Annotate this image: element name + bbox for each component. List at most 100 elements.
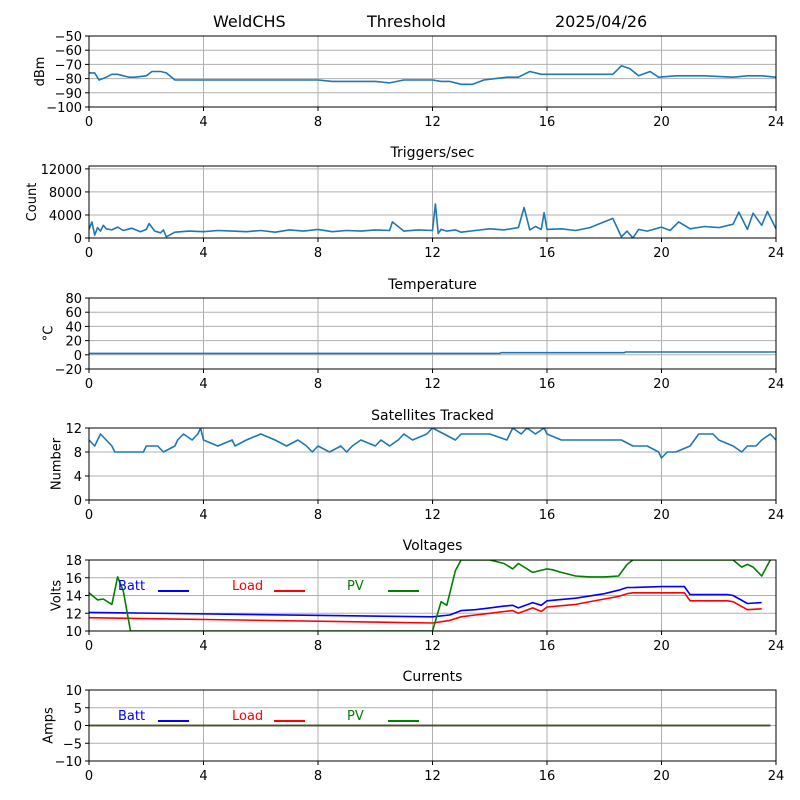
y-axis-label: Number xyxy=(50,437,65,490)
y-tick-label: −70 xyxy=(55,58,82,73)
y-tick-label: 14 xyxy=(65,590,82,605)
x-tick-label: 16 xyxy=(539,377,556,392)
x-tick-label: 24 xyxy=(768,377,785,392)
x-tick-label: 0 xyxy=(85,115,93,130)
x-tick-label: 4 xyxy=(199,115,207,130)
panel-title: Satellites Tracked xyxy=(371,408,494,424)
x-tick-label: 8 xyxy=(314,115,322,130)
panel-1: 0 4 8 12 16 20 24 0 4000 8000 12000 Triggers/sec Cou… xyxy=(25,145,784,261)
x-tick-label: 0 xyxy=(85,246,93,261)
y-tick-label: 5 xyxy=(74,702,82,717)
series-line-0 xyxy=(89,351,776,355)
x-tick-label: 4 xyxy=(199,769,207,784)
x-tick-label: 16 xyxy=(539,769,556,784)
series-line-pv xyxy=(89,560,772,631)
series-line-0 xyxy=(89,65,776,86)
x-tick-label: 20 xyxy=(653,639,670,654)
legend-label-batt: Batt xyxy=(118,709,145,724)
panel-0: 0 4 8 12 16 20 24 −100−90−80−70−60−50 dBm xyxy=(33,30,784,130)
series-line-0 xyxy=(89,203,776,238)
x-tick-label: 8 xyxy=(314,508,322,523)
legend-label-load: Load xyxy=(232,579,263,594)
x-tick-label: 0 xyxy=(85,769,93,784)
y-tick-label: 40 xyxy=(65,320,82,335)
series-line-0 xyxy=(89,428,776,459)
x-tick-label: 12 xyxy=(424,377,441,392)
panel-5: 0 4 8 12 16 20 24 −10 −5 0 5 10 Currents Amps Batt Load… xyxy=(41,669,784,784)
panel-title: Temperature xyxy=(387,277,477,293)
y-tick-label: 4000 xyxy=(49,209,82,224)
y-tick-label: 0 xyxy=(74,349,82,364)
y-tick-label: −80 xyxy=(55,73,82,88)
y-axis-label: °C xyxy=(41,326,56,342)
y-tick-label: 80 xyxy=(65,292,82,307)
x-tick-label: 24 xyxy=(768,115,785,130)
header-date: 2025/04/26 xyxy=(555,12,647,31)
y-axis-label: Volts xyxy=(50,580,65,612)
y-tick-label: −60 xyxy=(55,44,82,59)
panel-3: 0 4 8 12 16 20 24 0 4 8 12 Satellites Tracked Number xyxy=(50,408,785,523)
x-tick-label: 20 xyxy=(653,377,670,392)
y-tick-label: 4 xyxy=(74,470,82,485)
x-tick-label: 4 xyxy=(199,377,207,392)
x-tick-label: 12 xyxy=(424,115,441,130)
x-tick-label: 8 xyxy=(314,769,322,784)
x-tick-label: 0 xyxy=(85,508,93,523)
panel-4: 0 4 8 12 16 20 24 10 12 14 16 18 Voltages Volts Batt Lo… xyxy=(50,538,785,654)
header-mode: Threshold xyxy=(366,12,446,31)
x-tick-label: 4 xyxy=(199,639,207,654)
x-tick-label: 12 xyxy=(424,508,441,523)
legend-label-pv: PV xyxy=(347,709,364,724)
y-tick-label: 20 xyxy=(65,335,82,350)
x-tick-label: 4 xyxy=(199,508,207,523)
y-axis-label: dBm xyxy=(33,57,48,87)
y-tick-label: −90 xyxy=(55,87,82,102)
y-tick-label: −50 xyxy=(55,30,82,45)
panel-title: Voltages xyxy=(403,538,463,554)
x-tick-label: 24 xyxy=(768,769,785,784)
y-tick-label: −20 xyxy=(55,363,82,378)
y-tick-label: 8 xyxy=(74,446,82,461)
x-tick-label: 8 xyxy=(314,377,322,392)
x-tick-label: 20 xyxy=(653,508,670,523)
y-tick-label: 60 xyxy=(65,306,82,321)
x-tick-label: 12 xyxy=(424,246,441,261)
x-tick-label: 0 xyxy=(85,639,93,654)
header-station: WeldCHS xyxy=(213,12,286,31)
x-tick-label: 12 xyxy=(424,769,441,784)
panel-title: Triggers/sec xyxy=(390,145,475,161)
x-tick-label: 12 xyxy=(424,639,441,654)
series-line-load xyxy=(89,591,762,624)
y-tick-label: 0 xyxy=(74,232,82,247)
x-tick-label: 8 xyxy=(314,639,322,654)
y-tick-label: −100 xyxy=(46,101,82,116)
series-line-batt xyxy=(89,585,762,618)
legend-label-pv: PV xyxy=(347,579,364,594)
x-tick-label: 16 xyxy=(539,508,556,523)
y-tick-label: 16 xyxy=(65,572,82,587)
x-tick-label: 0 xyxy=(85,377,93,392)
legend-label-load: Load xyxy=(232,709,263,724)
y-tick-label: 10 xyxy=(65,684,82,699)
x-tick-label: 16 xyxy=(539,115,556,130)
y-tick-label: 12000 xyxy=(41,163,82,178)
x-tick-label: 20 xyxy=(653,769,670,784)
y-axis-label: Count xyxy=(25,183,40,222)
y-axis-label: Amps xyxy=(41,707,56,744)
x-tick-label: 4 xyxy=(199,246,207,261)
y-tick-label: −5 xyxy=(63,737,82,752)
x-tick-label: 24 xyxy=(768,508,785,523)
x-tick-label: 8 xyxy=(314,246,322,261)
x-tick-label: 16 xyxy=(539,246,556,261)
panel-title: Currents xyxy=(403,669,463,685)
x-tick-label: 20 xyxy=(653,115,670,130)
y-tick-label: 18 xyxy=(65,554,82,569)
y-tick-label: 12 xyxy=(65,607,82,622)
y-tick-label: 0 xyxy=(74,494,82,509)
y-tick-label: 10 xyxy=(65,625,82,640)
y-tick-label: −10 xyxy=(55,755,82,770)
x-tick-label: 20 xyxy=(653,246,670,261)
y-tick-label: 0 xyxy=(74,720,82,735)
y-tick-label: 8000 xyxy=(49,186,82,201)
